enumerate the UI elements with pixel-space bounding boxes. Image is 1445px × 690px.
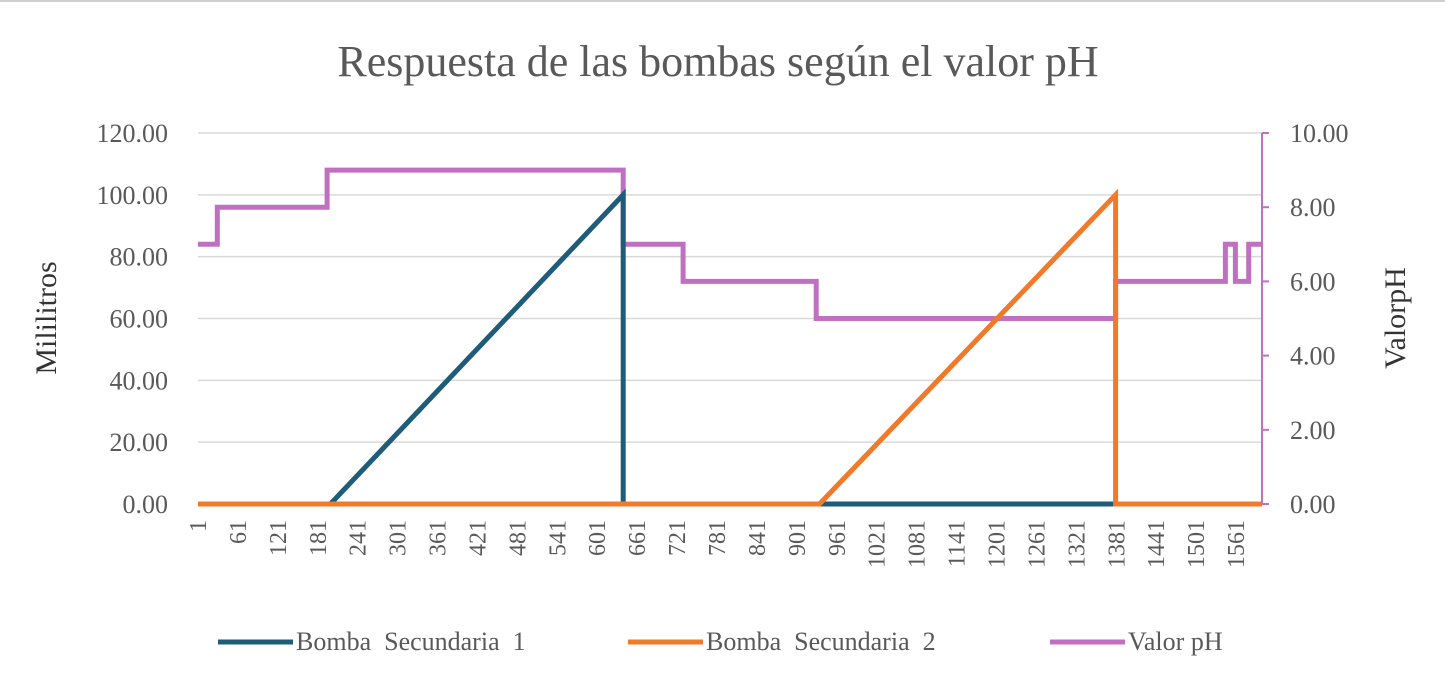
x-tick-label: 181	[306, 520, 332, 556]
x-tick-label: 541	[545, 520, 571, 556]
x-tick-label: 481	[505, 520, 531, 556]
y2-tick-label: 6.00	[1290, 267, 1336, 296]
gridlines	[198, 132, 1262, 443]
y-tick-label: 40.00	[110, 366, 169, 395]
x-tick-label: 661	[625, 520, 651, 556]
right-axis-ticks: 0.00 2.00 4.00 6.00 8.00 10.00	[1262, 119, 1349, 519]
x-axis-ticks: 1 61 121 181 241 301 361 421 481 541 601 661 721 781 8…	[186, 520, 1250, 568]
x-tick-label: 1561	[1224, 520, 1250, 568]
y2-tick-label: 0.00	[1290, 490, 1336, 519]
series-line-2	[198, 188, 1262, 507]
y-tick-label: 60.00	[110, 305, 169, 334]
x-tick-label: 1441	[1144, 520, 1170, 568]
x-tick-label: 1	[186, 520, 212, 532]
x-tick-label: 901	[785, 520, 811, 556]
chart-title: Respuesta de las bombas según el valor p…	[337, 37, 1098, 86]
y-axis-label: Mililitros	[30, 261, 63, 374]
x-tick-label: 961	[825, 520, 851, 556]
x-tick-label: 1261	[1024, 520, 1050, 568]
x-tick-label: 781	[705, 520, 731, 556]
y-tick-label: 80.00	[110, 243, 169, 272]
x-tick-label: 1321	[1064, 520, 1090, 568]
x-tick-label: 1501	[1184, 520, 1210, 568]
series-line-3	[198, 167, 1262, 321]
y-tick-label: 120.00	[97, 119, 169, 148]
x-tick-label: 121	[266, 520, 292, 556]
y-tick-label: 100.00	[97, 181, 169, 210]
x-tick-label: 61	[226, 520, 252, 544]
x-tick-label: 241	[346, 520, 372, 556]
x-tick-label: 361	[426, 520, 452, 556]
x-tick-label: 841	[745, 520, 771, 556]
x-tick-label: 421	[465, 520, 491, 556]
x-tick-label: 1381	[1104, 520, 1130, 568]
legend-label-3: Valor pH	[1128, 627, 1223, 656]
x-tick-label: 1081	[905, 520, 931, 568]
y2-tick-label: 8.00	[1290, 193, 1336, 222]
y2-tick-label: 10.00	[1290, 119, 1349, 148]
x-tick-label: 1201	[984, 520, 1010, 568]
y2-tick-label: 2.00	[1290, 416, 1336, 445]
x-tick-label: 1021	[865, 520, 891, 568]
y2-axis-label: ValorpH	[1379, 267, 1412, 369]
y-tick-label: 20.00	[110, 428, 169, 457]
legend-label-2: Bomba Secundaria 2	[706, 627, 936, 656]
left-axis-ticks: 0.00 20.00 40.00 60.00 80.00 100.00 120.00	[97, 119, 169, 519]
y2-tick-label: 4.00	[1290, 342, 1336, 371]
series-line-1	[198, 188, 1116, 507]
x-tick-label: 601	[585, 520, 611, 556]
legend: Bomba Secundaria 1 Bomba Secundaria 2 Valo…	[218, 627, 1223, 656]
x-tick-label: 1141	[945, 520, 971, 567]
legend-label-1: Bomba Secundaria 1	[296, 627, 526, 656]
series-layer	[198, 167, 1262, 507]
y-tick-label: 0.00	[123, 490, 169, 519]
x-tick-label: 721	[665, 520, 691, 556]
x-tick-label: 301	[386, 520, 412, 556]
